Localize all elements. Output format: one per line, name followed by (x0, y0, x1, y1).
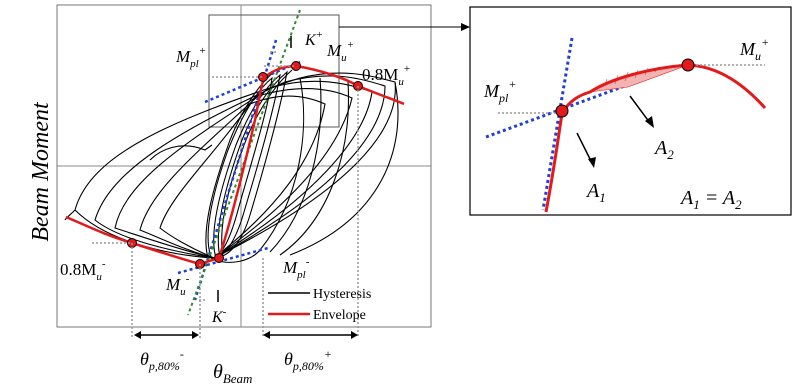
mu-plus-marker (291, 61, 301, 71)
inset-mu-marker (681, 58, 695, 72)
inset-a1-label: A1 (585, 180, 606, 205)
zoom-box (208, 14, 340, 128)
zoom-arrowhead (461, 23, 470, 31)
mu-plus-label: Mu+ (326, 39, 354, 64)
k-minus-label: K- (211, 306, 227, 326)
legend-envelope-label: Envelope (313, 308, 366, 323)
theta-arrows (134, 331, 358, 339)
inset-area-hatch (589, 64, 689, 93)
y-axis-label: Beam Moment (28, 101, 54, 242)
inset-mu-plus-label: Mu+ (739, 35, 769, 63)
mpl-plus-marker (258, 72, 268, 82)
inset-frame (469, 6, 792, 216)
mu-minus-label: Mu- (165, 273, 190, 298)
inset-mpl-marker (555, 104, 569, 118)
p08mu-plus-label: 0.8Mu+ (362, 63, 410, 88)
p08mu-minus-label: 0.8Mu- (60, 258, 106, 283)
theta-neg-label: θp,80%- (140, 347, 184, 373)
inset-plot: Mpl+ Mu+ A1 A2 A1 = A2 (483, 35, 769, 213)
x-axis-label: θBeam (213, 361, 252, 386)
mpl-minus-label: Mpl- (282, 256, 310, 281)
inset-a2-label: A2 (653, 137, 674, 162)
inset-equation: A1 = A2 (679, 187, 742, 212)
inset-mpl-plus-label: Mpl+ (483, 77, 516, 105)
mpl-minus-marker (214, 253, 224, 263)
envelope-curve (65, 64, 405, 266)
theta-pos-label: θp,80%+ (284, 347, 332, 373)
legend-hysteresis-label: Hysteresis (313, 287, 371, 302)
inset-stiffness-elastic (541, 37, 574, 211)
guide-lines (92, 51, 359, 338)
mpl-plus-label: Mpl+ (175, 45, 206, 70)
hysteresis-loops (64, 69, 399, 263)
legend: Hysteresis Envelope (268, 287, 371, 323)
k-plus-label: K+ (304, 29, 323, 49)
inset-envelope (544, 63, 767, 213)
